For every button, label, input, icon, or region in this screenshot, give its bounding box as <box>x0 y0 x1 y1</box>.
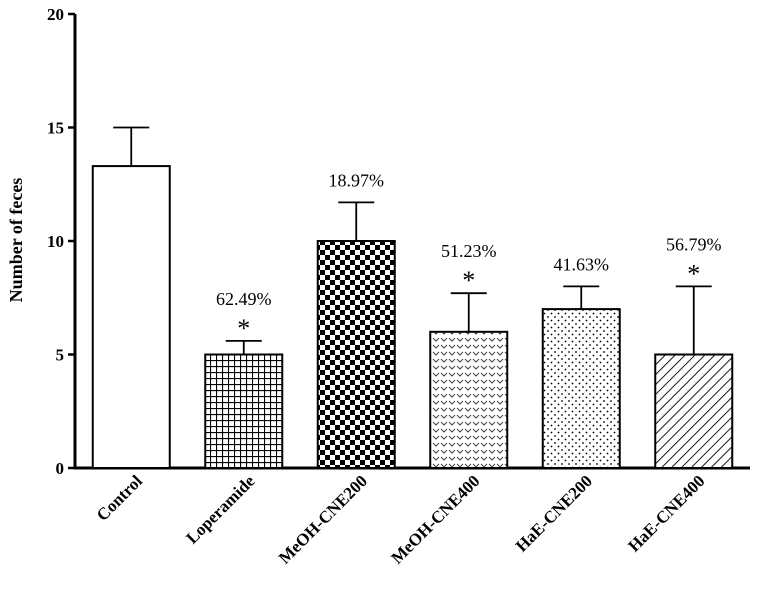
percent-annotation-1: 62.49% <box>216 289 272 309</box>
x-tick-label: MeOH-CNE400 <box>387 471 483 567</box>
bar-1 <box>204 353 284 469</box>
bar-3 <box>429 330 509 469</box>
percent-annotation-2: 18.97% <box>329 170 385 190</box>
percent-annotation-5: 56.79% <box>666 234 722 254</box>
y-tick-label: 5 <box>56 346 65 365</box>
y-tick-label: 10 <box>47 232 64 251</box>
bar-0 <box>91 165 171 469</box>
significance-marker-3: * <box>462 266 475 295</box>
bars: * 62.49% 18.97% * 51.23% 41.63% * 56.79% <box>91 126 734 469</box>
bar-5 <box>654 353 734 469</box>
x-tick-label: MeOH-CNE200 <box>275 471 371 567</box>
percent-annotation-3: 51.23% <box>441 241 497 261</box>
y-tick-label: 0 <box>56 459 65 478</box>
x-tick-label: Control <box>93 471 146 524</box>
bar-2 <box>316 240 396 469</box>
y-tick-label: 20 <box>47 5 64 24</box>
y-axis: 0 5 10 15 20 <box>47 5 77 478</box>
x-tick-label: HaE-CNE400 <box>624 471 708 555</box>
x-tick-label: Loperamide <box>182 471 259 548</box>
significance-marker-5: * <box>687 259 700 288</box>
y-tick-label: 15 <box>47 119 64 138</box>
bar-4 <box>541 308 621 469</box>
y-axis-title: Number of feces <box>6 178 26 303</box>
percent-annotation-4: 41.63% <box>554 254 610 274</box>
significance-marker-1: * <box>237 314 250 343</box>
category-labels: Control Loperamide MeOH-CNE200 MeOH-CNE400 H… <box>93 471 709 568</box>
x-tick-label: HaE-CNE200 <box>512 471 596 555</box>
